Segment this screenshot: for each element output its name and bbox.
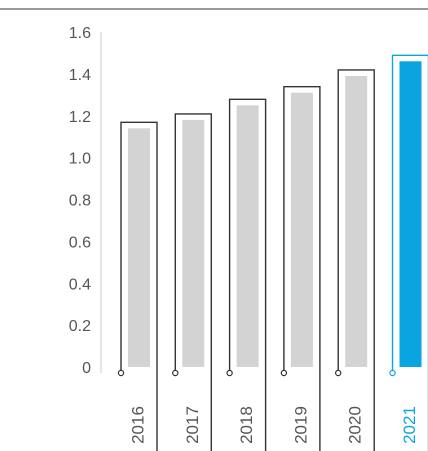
bar-series: 2016 2017 2018 2019 2020 2021 (117, 54, 428, 451)
x-tick-label: 2020 (346, 406, 365, 444)
y-tick-label: 1.2 (69, 109, 91, 126)
bar-group: 2020 (335, 69, 375, 451)
x-tick-label: 2016 (129, 406, 148, 444)
bar-outline (337, 69, 375, 451)
bar (182, 119, 205, 367)
bar (399, 61, 422, 367)
bar-outline (391, 54, 428, 451)
bar-outline (174, 113, 212, 451)
bar-base-marker (280, 369, 288, 377)
bar (345, 75, 368, 367)
bar-base-marker (389, 369, 396, 377)
bar-base-marker (117, 369, 125, 377)
bar-group: 2018 (226, 98, 267, 451)
bar (128, 128, 150, 367)
bar-outline (283, 86, 321, 451)
bar-base-marker (226, 369, 233, 377)
y-tick-label: 0.8 (69, 193, 91, 210)
y-tick-label: 0.4 (69, 276, 91, 293)
x-tick-label: 2019 (291, 406, 310, 444)
bar-group: 2016 (117, 121, 158, 451)
bar-group: 2019 (280, 86, 321, 451)
y-tick-label: 1.0 (69, 151, 91, 168)
y-tick-label: 0 (82, 360, 91, 377)
x-tick-label: 2021 (400, 406, 419, 444)
bar (236, 105, 259, 367)
x-tick-label: 2017 (183, 406, 202, 444)
bar-base-marker (335, 369, 342, 377)
x-tick-label: 2018 (237, 406, 256, 444)
y-axis-ticks: 0 0.2 0.4 0.6 0.8 1.0 1.2 1.4 1.6 (69, 25, 91, 377)
bar (290, 92, 313, 367)
bar-base-marker (172, 369, 179, 377)
bar-outline (228, 98, 267, 451)
y-tick-label: 0.6 (69, 234, 91, 251)
bar-outline (120, 121, 158, 451)
bar-group: 2017 (172, 113, 212, 451)
y-tick-label: 1.6 (69, 25, 91, 42)
y-tick-label: 0.2 (69, 318, 91, 335)
bar-group: 2021 (389, 54, 428, 451)
y-tick-label: 1.4 (69, 67, 91, 84)
